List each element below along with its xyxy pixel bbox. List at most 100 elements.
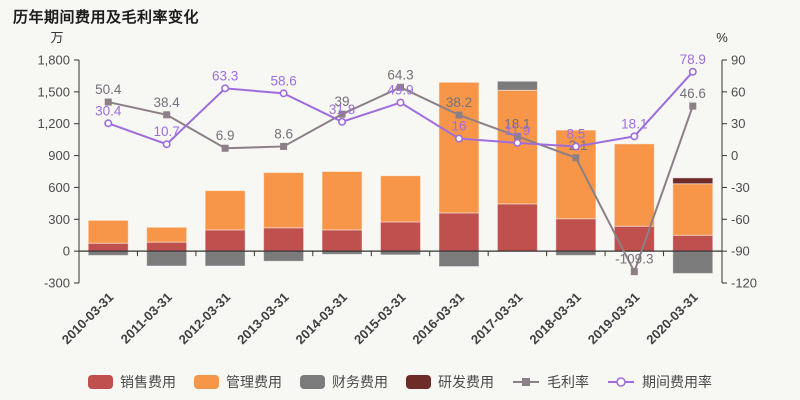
bar-sales-expense-2012-03-31[interactable]: [204, 229, 246, 252]
left-axis-tick-label: 0: [63, 244, 70, 259]
data-label-period-expense-ratio: 16: [451, 119, 466, 134]
data-label-period-expense-ratio: 78.9: [680, 52, 706, 67]
right-axis-tick-label: -120: [731, 276, 757, 291]
legend-item-admin-expense[interactable]: 管理费用: [194, 372, 282, 392]
x-axis-label: 2011-03-31: [118, 290, 175, 347]
right-axis-tick-label: 60: [731, 84, 745, 99]
point-period-expense-ratio-2020-03-31[interactable]: [688, 67, 697, 76]
left-axis-tick-label: 1,200: [37, 116, 70, 131]
x-axis-label: 2020-03-31: [643, 290, 701, 348]
data-label-gross-margin: 46.6: [680, 86, 706, 101]
left-axis-tick-label: 300: [48, 212, 70, 227]
bar-finance-expense-2016-03-31[interactable]: [438, 250, 480, 268]
legend-swatch-finance-expense: [300, 375, 325, 389]
legend-item-period-expense-ratio[interactable]: 期间费用率: [607, 372, 712, 392]
point-period-expense-ratio-2012-03-31[interactable]: [221, 84, 230, 93]
left-axis-tick-label: -300: [44, 276, 70, 291]
point-period-expense-ratio-2014-03-31[interactable]: [338, 117, 347, 126]
legend-item-rd-expense[interactable]: 研发费用: [406, 372, 494, 392]
point-period-expense-ratio-2011-03-31[interactable]: [162, 140, 171, 149]
data-label-gross-margin: 39: [335, 94, 350, 109]
chart-canvas: 1,8001,5001,2009006003000-300万9060300-30…: [37, 30, 757, 348]
point-gross-margin-2018-03-31[interactable]: [572, 154, 580, 162]
x-axis-label: 2015-03-31: [351, 290, 409, 348]
legend-label-finance-expense: 财务费用: [332, 374, 388, 390]
bar-admin-expense-2014-03-31[interactable]: [321, 171, 363, 231]
data-label-period-expense-ratio: 63.3: [212, 68, 238, 83]
point-gross-margin-2015-03-31[interactable]: [397, 83, 404, 91]
bar-admin-expense-2017-03-31[interactable]: [496, 89, 538, 205]
legend-swatch-sales-expense: [88, 375, 113, 389]
point-gross-margin-2014-03-31[interactable]: [338, 110, 346, 118]
right-axis-tick-label: 90: [731, 53, 745, 68]
bar-finance-expense-2011-03-31[interactable]: [146, 250, 188, 267]
point-gross-margin-2012-03-31[interactable]: [221, 144, 229, 152]
data-label-gross-margin: -109.3: [615, 252, 653, 267]
bar-admin-expense-2011-03-31[interactable]: [146, 226, 188, 243]
point-gross-margin-2019-03-31[interactable]: [630, 268, 638, 276]
bar-sales-expense-2011-03-31[interactable]: [146, 241, 188, 252]
legend-item-finance-expense[interactable]: 财务费用: [300, 372, 388, 392]
right-axis-unit: %: [716, 30, 728, 45]
data-label-period-expense-ratio: 10.7: [154, 124, 180, 139]
legend-label-gross-margin: 毛利率: [547, 374, 589, 390]
bar-finance-expense-2013-03-31[interactable]: [263, 250, 305, 262]
bar-sales-expense-2014-03-31[interactable]: [321, 229, 363, 252]
bar-admin-expense-2012-03-31[interactable]: [204, 190, 246, 231]
point-period-expense-ratio-2013-03-31[interactable]: [279, 89, 288, 98]
point-gross-margin-2010-03-31[interactable]: [104, 98, 112, 106]
point-gross-margin-2013-03-31[interactable]: [280, 142, 288, 150]
legend-item-sales-expense[interactable]: 销售费用: [88, 372, 176, 392]
x-axis-label: 2010-03-31: [59, 290, 117, 348]
legend-swatch-rd-expense: [406, 375, 431, 389]
data-label-gross-margin: 38.4: [154, 95, 181, 110]
left-axis-tick-label: 900: [48, 148, 70, 163]
point-period-expense-ratio-2019-03-31[interactable]: [630, 132, 639, 141]
point-period-expense-ratio-2017-03-31[interactable]: [513, 138, 522, 147]
bar-finance-expense-2017-03-31[interactable]: [496, 80, 538, 91]
right-axis-tick-label: -90: [731, 244, 750, 259]
bar-admin-expense-2013-03-31[interactable]: [263, 172, 305, 229]
bar-admin-expense-2019-03-31[interactable]: [613, 143, 655, 227]
x-axis-label: 2014-03-31: [293, 290, 351, 348]
right-axis-tick-label: 30: [731, 116, 745, 131]
point-gross-margin-2011-03-31[interactable]: [163, 111, 171, 119]
point-period-expense-ratio-2010-03-31[interactable]: [104, 119, 113, 128]
data-label-gross-margin: 18.1: [504, 116, 530, 131]
bar-rd-expense-2020-03-31[interactable]: [672, 177, 714, 185]
bar-sales-expense-2018-03-31[interactable]: [555, 218, 597, 252]
bar-finance-expense-2018-03-31[interactable]: [555, 250, 597, 256]
bar-sales-expense-2016-03-31[interactable]: [438, 212, 480, 252]
legend-swatch-admin-expense: [194, 375, 219, 389]
data-label-gross-margin: 6.9: [216, 128, 235, 143]
bar-finance-expense-2020-03-31[interactable]: [672, 250, 714, 274]
bar-sales-expense-2013-03-31[interactable]: [263, 227, 305, 252]
x-axis-label: 2019-03-31: [585, 290, 643, 348]
point-gross-margin-2016-03-31[interactable]: [455, 111, 463, 119]
bar-sales-expense-2020-03-31[interactable]: [672, 234, 714, 252]
bar-sales-expense-2017-03-31[interactable]: [496, 203, 538, 252]
bar-admin-expense-2016-03-31[interactable]: [438, 81, 480, 214]
data-label-gross-margin: 50.4: [95, 82, 122, 97]
legend-item-gross-margin[interactable]: 毛利率: [512, 372, 589, 392]
bar-admin-expense-2020-03-31[interactable]: [672, 183, 714, 236]
left-axis-tick-label: 1,500: [37, 84, 70, 99]
data-label-period-expense-ratio: 31.8: [329, 102, 355, 117]
point-period-expense-ratio-2015-03-31[interactable]: [396, 98, 405, 107]
bar-finance-expense-2012-03-31[interactable]: [204, 250, 246, 267]
data-label-period-expense-ratio: 8.5: [566, 127, 585, 142]
point-period-expense-ratio-2018-03-31[interactable]: [571, 142, 580, 151]
point-period-expense-ratio-2016-03-31[interactable]: [454, 134, 463, 143]
right-axis-tick-label: 0: [731, 148, 738, 163]
data-label-gross-margin: 8.6: [274, 126, 293, 141]
data-label-period-expense-ratio: 49.9: [387, 83, 413, 98]
bar-admin-expense-2015-03-31[interactable]: [380, 175, 421, 223]
point-gross-margin-2017-03-31[interactable]: [513, 132, 521, 140]
bar-admin-expense-2010-03-31[interactable]: [87, 219, 129, 244]
point-gross-margin-2020-03-31[interactable]: [689, 102, 697, 110]
bar-sales-expense-2010-03-31[interactable]: [87, 242, 129, 252]
bar-sales-expense-2015-03-31[interactable]: [380, 221, 421, 252]
data-label-period-expense-ratio: 30.4: [95, 103, 122, 118]
bar-finance-expense-2010-03-31[interactable]: [87, 250, 129, 256]
legend-label-sales-expense: 销售费用: [120, 374, 176, 390]
